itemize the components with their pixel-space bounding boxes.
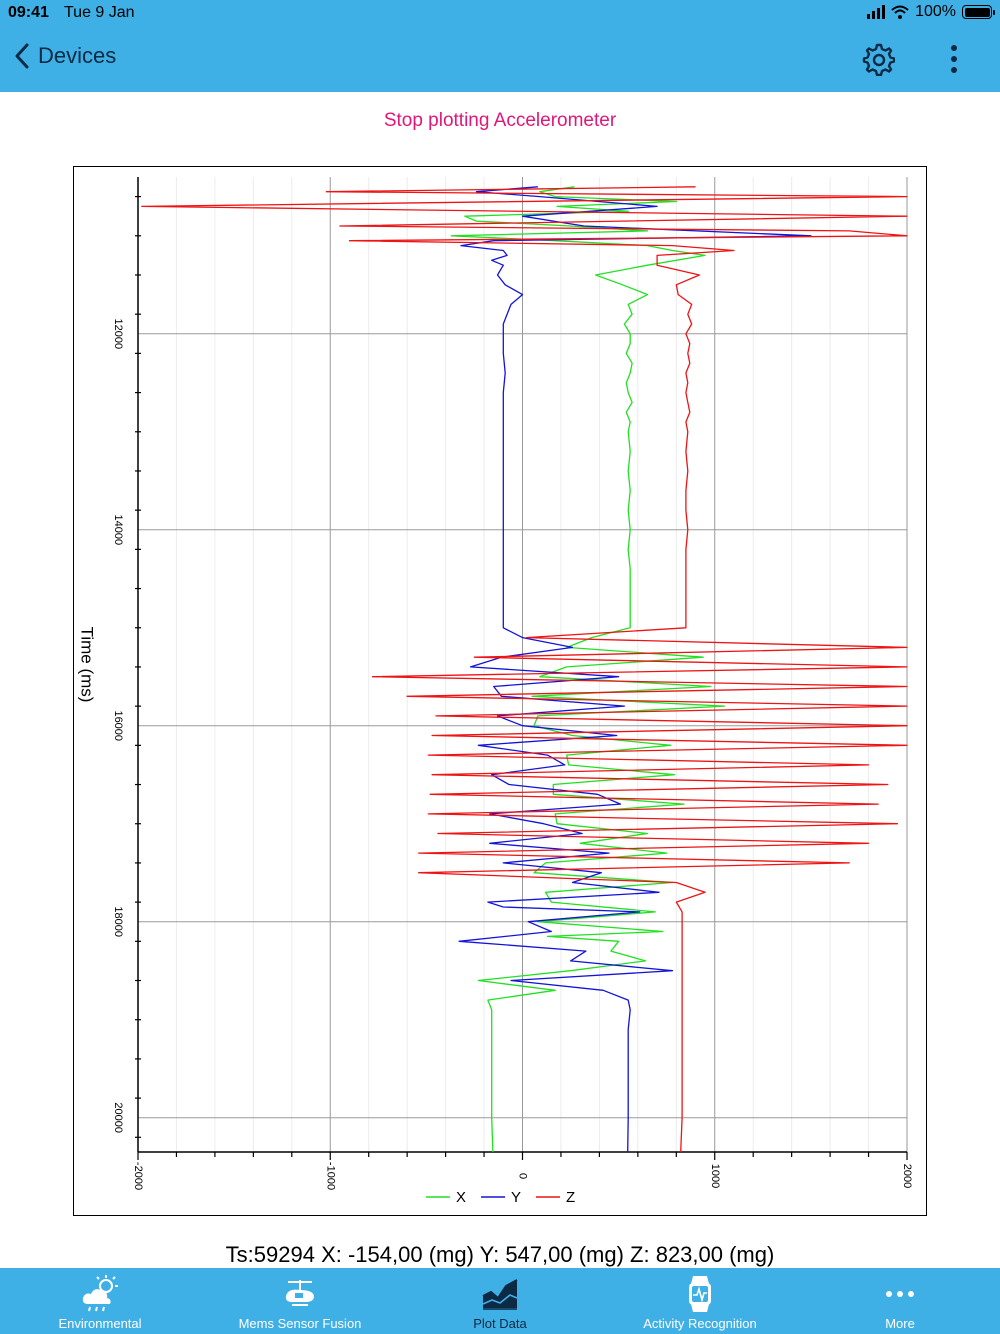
status-bar: 09:41 Tue 9 Jan 100%: [0, 0, 1000, 26]
cellular-signal-icon: [867, 5, 886, 19]
gear-icon[interactable]: [861, 42, 895, 76]
tab-bar: Environmental Mems Sensor Fusion Plot Da…: [0, 1268, 1000, 1334]
legend-label-z: Z: [566, 1189, 575, 1206]
value-tick-label: 2000: [901, 1164, 913, 1188]
tab-label: Activity Recognition: [643, 1316, 757, 1331]
navigation-bar: Devices: [0, 26, 1000, 92]
status-time: 09:41: [8, 4, 49, 21]
battery-percent: 100%: [915, 3, 956, 20]
weather-cloud-icon: [82, 1275, 118, 1312]
value-tick-label: -1000: [324, 1162, 336, 1190]
series-line-x: [450, 186, 726, 1153]
stop-plotting-button[interactable]: Stop plotting Accelerometer: [383, 110, 617, 131]
series-line-y: [458, 186, 812, 1153]
tab-label: More: [885, 1316, 915, 1331]
time-tick-label: 16000: [112, 710, 124, 741]
legend-label-y: Y: [511, 1189, 521, 1206]
chevron-left-icon: [15, 43, 29, 69]
series-line-z: [141, 186, 908, 1153]
back-button[interactable]: Devices: [14, 42, 116, 70]
status-indicators: 100%: [867, 3, 995, 21]
battery-icon: [962, 5, 995, 19]
tab-environmental[interactable]: Environmental: [0, 1268, 200, 1334]
vertical-dots-icon[interactable]: [937, 42, 971, 76]
accelerometer-plot: 12000 14000 16000 18000 20000 -2000 -1000 0 1000…: [78, 177, 913, 1206]
tab-mems-sensor-fusion[interactable]: Mems Sensor Fusion: [200, 1268, 400, 1334]
accelerometer-chart: 12000 14000 16000 18000 20000 -2000 -1000 0 1000…: [73, 166, 927, 1216]
tab-plot-data[interactable]: Plot Data: [400, 1268, 600, 1334]
value-tick-label: -2000: [132, 1162, 144, 1190]
value-tick-label: 1000: [709, 1164, 721, 1188]
legend-label-x: X: [456, 1189, 466, 1206]
wifi-icon: [891, 5, 909, 19]
value-tick-label: 0: [517, 1173, 529, 1179]
tab-label: Environmental: [58, 1316, 142, 1331]
area-chart-icon: [482, 1279, 518, 1310]
more-dots-icon: [886, 1291, 914, 1297]
sensor-readout: Ts:59294 X: -154,00 (mg) Y: 547,00 (mg) …: [225, 1242, 775, 1267]
status-date: Tue 9 Jan: [64, 4, 135, 21]
time-tick-label: 18000: [112, 906, 124, 937]
time-axis-title: Time (ms): [78, 627, 97, 703]
drone-icon: [285, 1280, 314, 1306]
time-tick-label: 14000: [112, 514, 124, 545]
tab-more[interactable]: More: [800, 1268, 1000, 1334]
tab-activity-recognition[interactable]: Activity Recognition: [600, 1268, 800, 1334]
back-label: Devices: [38, 43, 117, 68]
time-tick-label: 12000: [112, 318, 124, 349]
tab-label: Plot Data: [473, 1316, 527, 1331]
time-tick-label: 20000: [112, 1102, 124, 1133]
wristband-icon: [689, 1276, 711, 1312]
tab-label: Mems Sensor Fusion: [238, 1316, 362, 1331]
